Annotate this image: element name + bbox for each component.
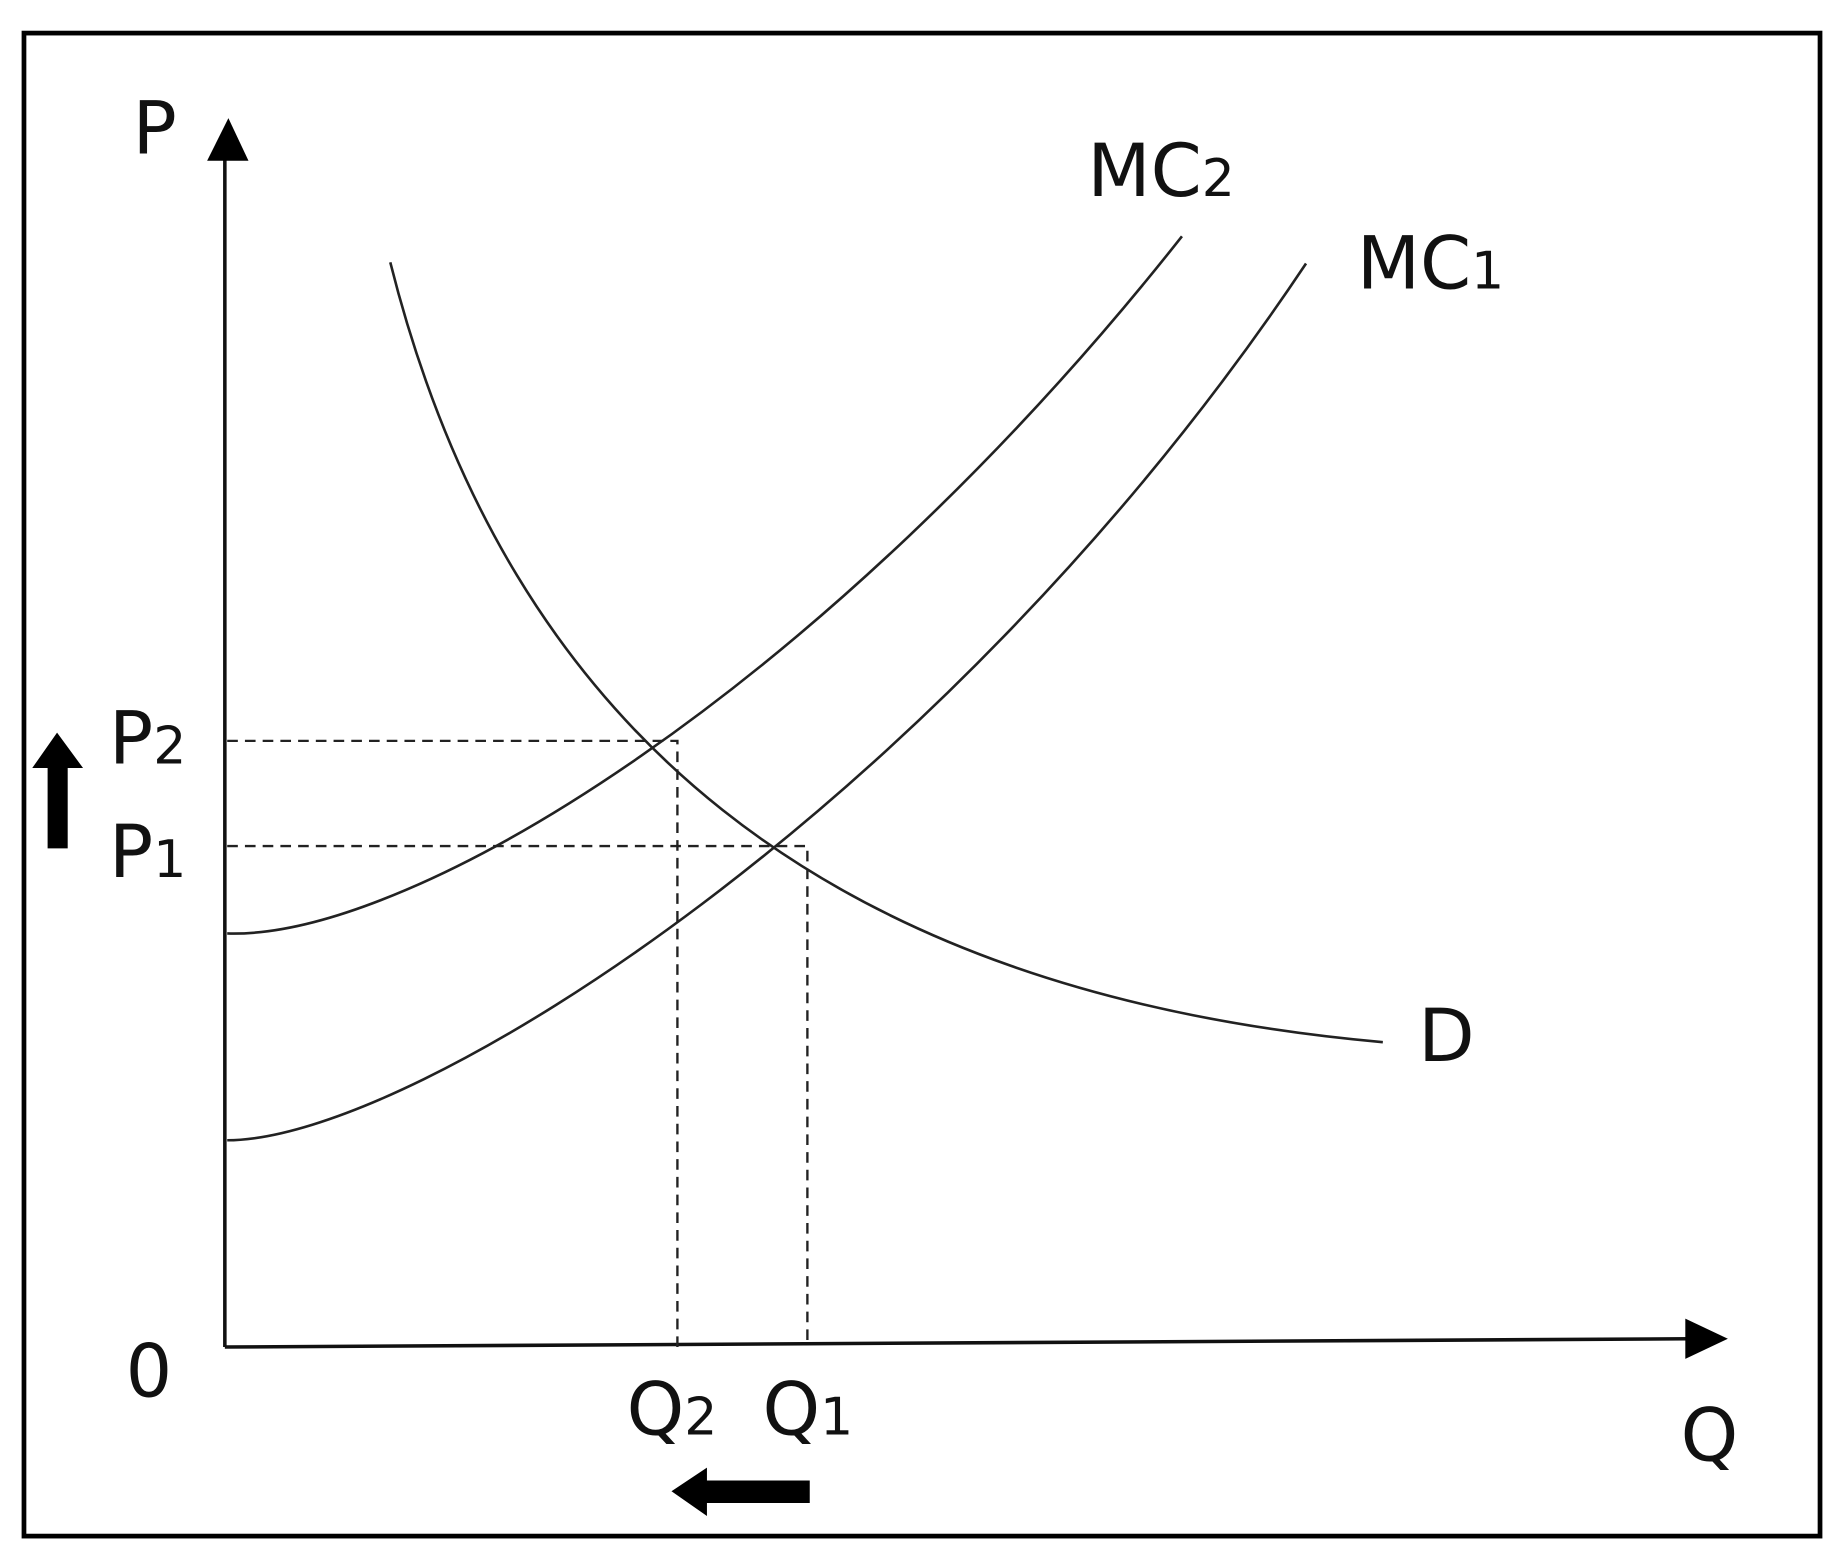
p2-q2-guide (227, 739, 679, 1348)
x-axis-label: Q (1681, 1393, 1739, 1478)
demand-curve (389, 262, 1383, 1044)
x-axis (224, 1336, 1691, 1349)
quantity-label: Q2 (627, 1367, 718, 1452)
price-up-arrow (32, 732, 84, 849)
p1-q1-guide (227, 844, 809, 1348)
quantity-label: Q1 (762, 1367, 853, 1452)
y-axis-label: P (133, 87, 177, 172)
y-axis-arrow (207, 118, 249, 161)
price-label: P2 (109, 696, 186, 781)
curve-label: MC1 (1357, 221, 1504, 306)
x-axis-arrow (1685, 1318, 1728, 1359)
mc1-curve (227, 262, 1308, 1142)
quantity-left-arrow (671, 1467, 810, 1517)
frame (21, 30, 1823, 1539)
mc2-curve (227, 235, 1183, 935)
origin-label: 0 (126, 1330, 173, 1415)
price-label: P1 (109, 810, 186, 895)
curve-label: D (1418, 994, 1474, 1079)
curve-label: MC2 (1087, 129, 1234, 214)
